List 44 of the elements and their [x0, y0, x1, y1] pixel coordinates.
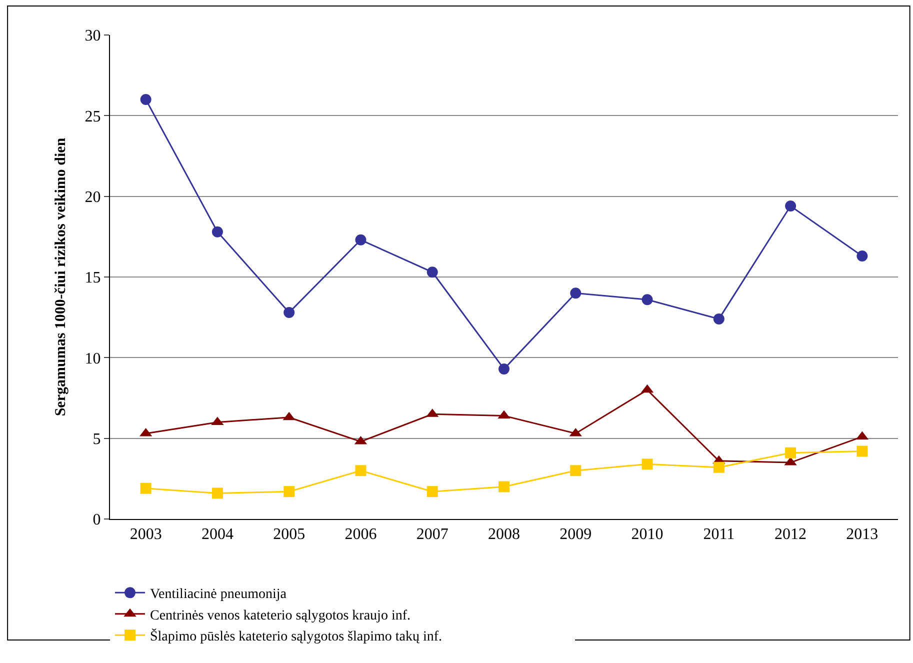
x-tick-label: 2003: [130, 526, 162, 544]
point: [856, 250, 868, 262]
y-tick-label: 0: [92, 512, 101, 529]
point: [498, 363, 510, 374]
y-tick-label: 30: [84, 28, 101, 45]
point: [713, 313, 724, 324]
point: [140, 94, 152, 106]
legend-label: Ventiliacinė pneumonija: [150, 587, 288, 602]
point: [498, 481, 510, 492]
point: [355, 465, 366, 476]
x-tick-label: 2012: [774, 526, 807, 544]
y-tick-label: 5: [92, 430, 101, 448]
point: [856, 446, 868, 457]
y-tick-label: 15: [84, 270, 101, 287]
legend-label: Centrinės venos kateterio sąlygotos kraujo inf.: [150, 608, 410, 624]
point: [570, 288, 582, 299]
x-tick-label: 2006: [344, 526, 377, 544]
point: [140, 482, 152, 494]
y-tick-label: 10: [84, 350, 101, 368]
point: [284, 306, 295, 318]
x-tick-label: 2004: [201, 526, 234, 544]
x-tick-label: 2011: [703, 526, 735, 544]
point: [212, 226, 223, 238]
point: [284, 486, 295, 498]
point: [785, 447, 796, 458]
x-tick-label: 2005: [273, 526, 306, 544]
point: [642, 294, 653, 306]
x-tick-label: 2008: [488, 526, 520, 544]
point: [426, 486, 438, 498]
legend-label: Šlapimo pūslės kateterio sąlygotos šlapimo takų inf.: [150, 628, 442, 645]
x-tick-label: 2013: [846, 526, 878, 544]
point: [642, 458, 653, 470]
point: [212, 488, 223, 499]
point: [785, 200, 796, 212]
point: [570, 465, 582, 476]
point: [426, 266, 438, 278]
x-tick-label: 2009: [560, 526, 592, 544]
x-tick-label: 2010: [631, 526, 664, 544]
point: [355, 234, 366, 246]
point: [713, 462, 724, 473]
y-tick-label: 25: [84, 108, 101, 126]
y-tick-label: 20: [84, 188, 101, 206]
y-axis-title: Sergamumas 1000-čiui rizikos veikimo dien: [53, 137, 70, 416]
x-tick-label: 2007: [416, 526, 448, 544]
